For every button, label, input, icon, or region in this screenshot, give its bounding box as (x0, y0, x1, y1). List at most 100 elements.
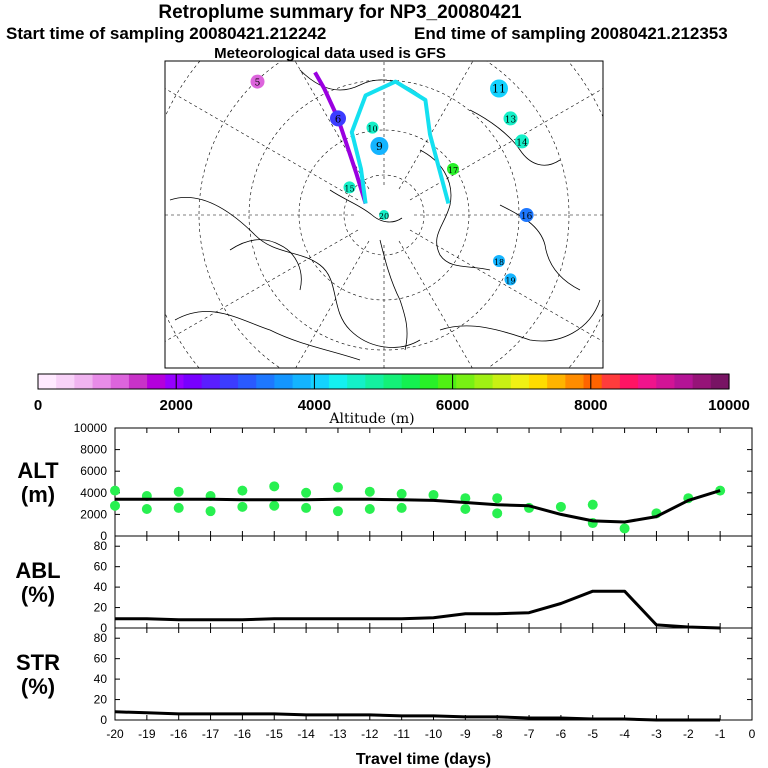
colorbar-swatch (474, 374, 494, 389)
altitude-point (205, 506, 216, 517)
colorbar-swatch (274, 374, 294, 389)
cyan-trajectory (349, 79, 451, 205)
colorbar-swatch (38, 374, 57, 389)
colorbar-frame (37, 373, 730, 390)
x-tick-label: -20 (106, 727, 124, 741)
plume-day-label: 16 (521, 212, 533, 222)
altitude-point (269, 481, 280, 492)
altitude-point (396, 502, 407, 513)
x-tick-label: -3 (651, 727, 662, 741)
x-tick-label: -9 (460, 727, 471, 741)
colorbar-swatch (528, 374, 548, 389)
plume-marker (451, 40, 469, 58)
plume-marker (519, 208, 534, 222)
coastline (419, 149, 491, 271)
meridian-line (409, 88, 603, 201)
meridian-line (398, 240, 473, 368)
colorbar-swatch (401, 374, 421, 389)
colorbar-swatch (692, 374, 712, 389)
y-axis-label: ABL (15, 558, 60, 583)
colorbar-swatch (565, 374, 585, 389)
meridian-line (398, 61, 474, 190)
x-tick-label: -13 (329, 727, 347, 741)
altitude-point (428, 489, 439, 500)
altitude-point (619, 523, 630, 534)
x-tick-label: -11 (393, 727, 410, 741)
end-time-label: End time of sampling 20080421.212353 (414, 24, 728, 43)
colorbar-tick-label: 8000 (574, 397, 607, 414)
colorbar-swatch (365, 374, 385, 389)
colorbar-swatch (638, 374, 657, 389)
colorbar-swatch (92, 374, 112, 389)
plume-marker (504, 273, 517, 286)
colorbar-swatch (74, 374, 94, 389)
altitude-point (460, 493, 471, 504)
y-tick-label: 2000 (80, 507, 107, 521)
colorbar-swatch (56, 374, 75, 389)
x-tick-label: -16 (170, 727, 188, 741)
plume-day-label: 11 (492, 83, 506, 96)
colorbar-swatch (383, 374, 403, 389)
x-tick-label: -8 (492, 727, 503, 741)
x-tick-label: -10 (425, 727, 443, 741)
altitude-point (555, 501, 566, 512)
x-tick-label: -7 (524, 727, 535, 741)
y-tick-label: 0 (100, 621, 107, 635)
x-axis-label: Travel time (days) (356, 751, 491, 768)
colorbar-tick-label: 2000 (160, 397, 193, 414)
y-tick-label: 0 (100, 529, 107, 543)
meridian-line (165, 229, 359, 342)
x-tick-label: -2 (683, 727, 694, 741)
meridian-line (409, 229, 603, 342)
plume-marker (490, 79, 508, 98)
mean-altitude-line (115, 489, 721, 524)
plume-marker (515, 134, 529, 149)
altitude-point (364, 486, 375, 497)
plume-day-label: 14 (516, 138, 528, 148)
panel-abl: 0 20 40 60 80 ABL(%) (15, 535, 753, 635)
colorbar-swatch (256, 374, 275, 389)
altitude-point (492, 493, 503, 504)
colorbar-swatch (219, 374, 239, 389)
meridian-line (294, 61, 370, 190)
x-tick-label: -4 (619, 727, 630, 741)
altitude-point (237, 501, 248, 512)
coastline (329, 189, 403, 223)
altitude-point (396, 488, 407, 499)
str-line (114, 710, 721, 722)
colorbar-tick-label: 0 (34, 397, 42, 414)
y-tick-label: 10000 (74, 421, 108, 435)
y-tick-label: 4000 (80, 486, 107, 500)
altitude-point (332, 482, 343, 493)
plume-day-label: 10 (367, 125, 377, 134)
y-axis-label-unit: (%) (21, 674, 55, 699)
x-tick-label: 0 (749, 727, 756, 741)
colorbar-swatch (492, 374, 512, 389)
x-tick-label: -16 (234, 727, 252, 741)
y-tick-label: 6000 (80, 464, 107, 478)
colorbar-swatch (347, 374, 366, 389)
colorbar-swatch (128, 374, 148, 389)
plume-marker (503, 111, 518, 126)
colorbar-tick-label: 4000 (298, 397, 331, 414)
panel-alt: 0 2000 4000 6000 8000 10000 ALT(m) (17, 421, 753, 543)
latitude-circle (198, 61, 570, 368)
altitude-point (110, 500, 120, 511)
coastline (174, 311, 361, 361)
altitude-point (460, 504, 471, 514)
x-tick-label: -1 (715, 727, 726, 741)
plume-marker (370, 137, 389, 155)
colorbar-swatch (583, 374, 603, 389)
altitude-point (141, 504, 152, 514)
coastline (439, 299, 601, 342)
panel-frame (114, 535, 753, 629)
plume-day-label: 18 (494, 258, 504, 267)
coastline (229, 239, 302, 291)
colorbar-swatch (656, 374, 676, 389)
colorbar-swatch (674, 374, 694, 389)
colorbar-swatch (201, 374, 221, 389)
colorbar-swatch (110, 374, 130, 389)
x-tick-label: -15 (266, 727, 284, 741)
y-axis-label: ALT (17, 458, 59, 483)
plume-marker (438, 39, 454, 55)
